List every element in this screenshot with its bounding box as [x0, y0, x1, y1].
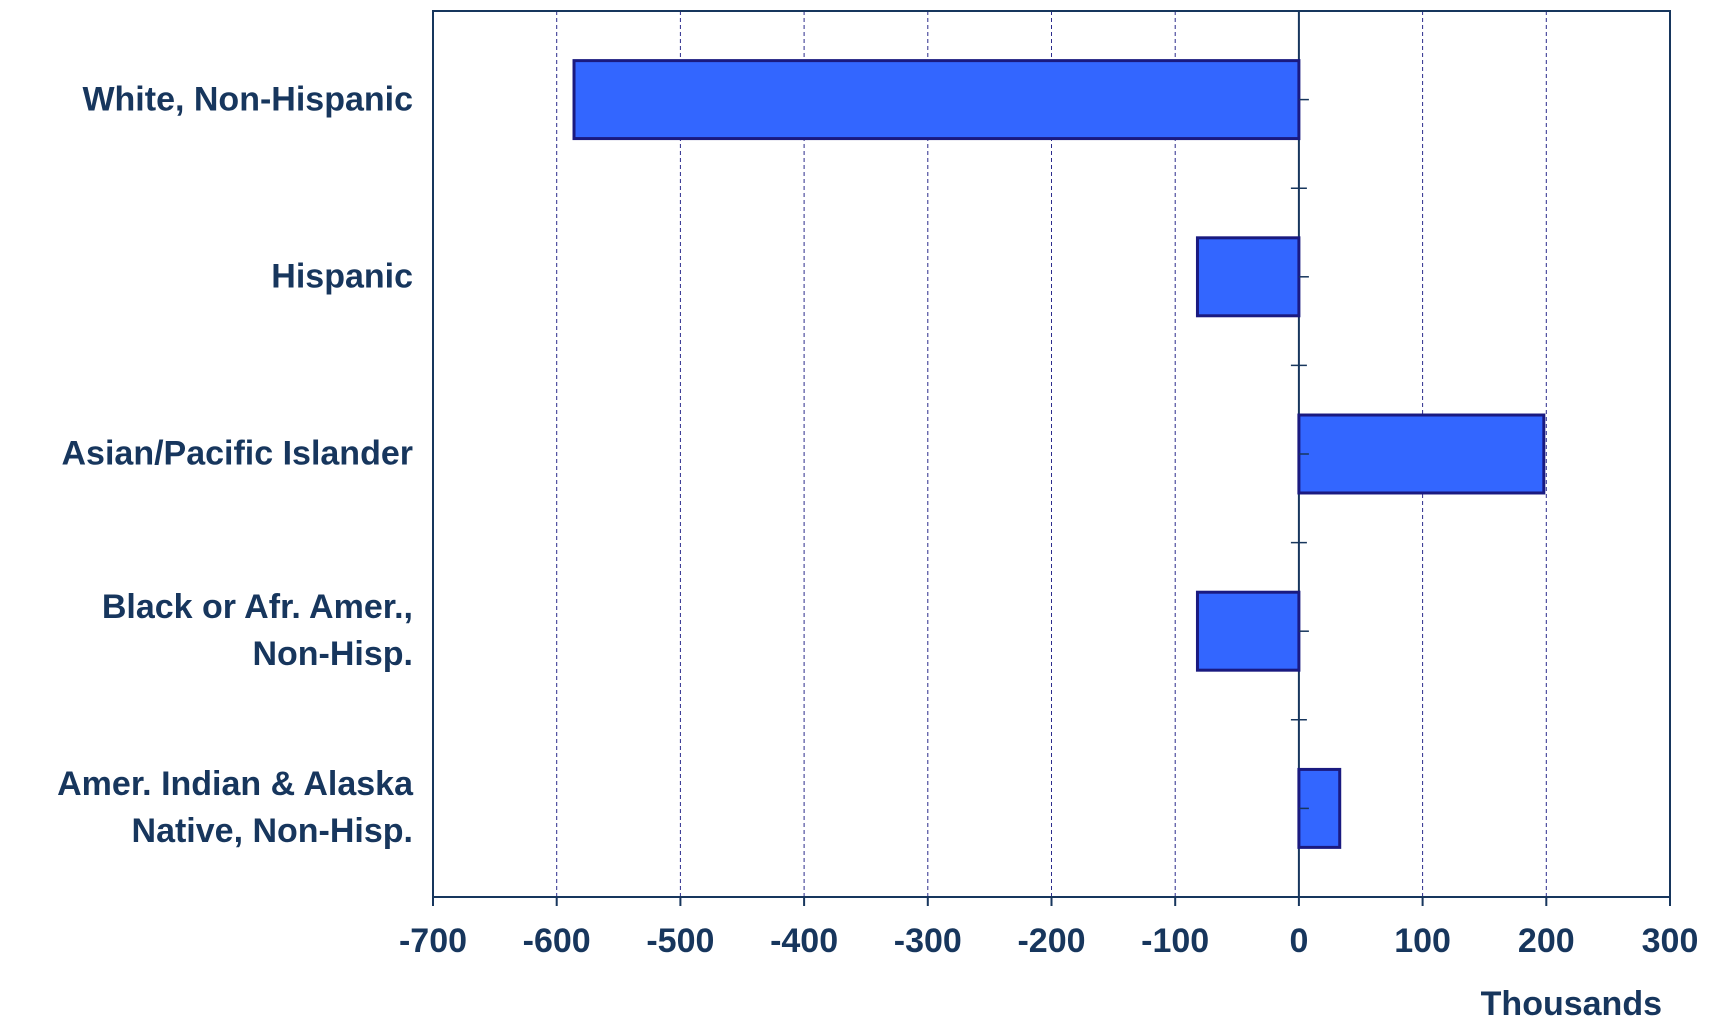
plot-frame [432, 10, 1671, 898]
y-tick-label: Hispanic [271, 257, 413, 296]
x-tick-label: -200 [1017, 922, 1085, 960]
bar [1297, 413, 1546, 495]
x-tick-label: 100 [1394, 922, 1451, 960]
x-tick-label: -400 [770, 922, 838, 960]
bar [572, 59, 1301, 141]
y-tick-label: Amer. Indian & Alaska Native, Non-Hisp. [57, 765, 413, 851]
x-tick-label: -500 [646, 922, 714, 960]
y-tick-label: White, Non-Hispanic [82, 80, 413, 119]
y-tick-label: Asian/Pacific Islander [61, 434, 414, 473]
x-tick-label: -600 [523, 922, 591, 960]
bar [1195, 590, 1301, 672]
x-tick-label: -300 [894, 922, 962, 960]
x-tick-label: 300 [1642, 922, 1699, 960]
y-tick-label: Black or Afr. Amer., Non-Hisp. [101, 588, 413, 674]
x-tick-label: -100 [1141, 922, 1209, 960]
x-axis-label: Thousands [1481, 985, 1662, 1023]
bar [1195, 236, 1301, 318]
x-tick-label: -700 [399, 922, 467, 960]
x-tick-label: 200 [1518, 922, 1575, 960]
x-tick-label: 0 [1289, 922, 1308, 960]
